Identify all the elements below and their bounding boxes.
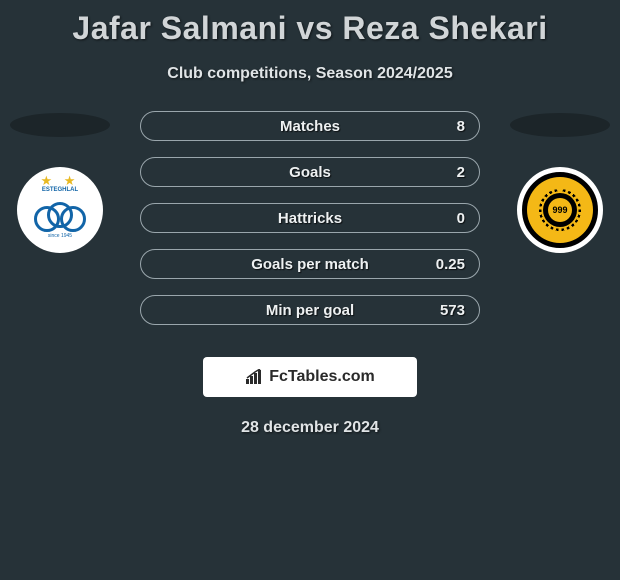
club-left-script: ESTEGHLAL — [42, 187, 78, 193]
stat-value-right: 573 — [440, 302, 465, 319]
stat-rows: Matches 8 Goals 2 Hattricks 0 Goals per … — [140, 111, 480, 341]
left-club-logo: ★ ★ ESTEGHLAL since 1945 — [17, 167, 103, 253]
stat-value-right: 0 — [457, 210, 465, 227]
page-title: Jafar Salmani vs Reza Shekari — [0, 0, 620, 47]
right-club-logo: 999 — [517, 167, 603, 253]
stat-row: Hattricks 0 — [140, 203, 480, 233]
stat-row: Goals 2 — [140, 157, 480, 187]
stat-row: Goals per match 0.25 — [140, 249, 480, 279]
shadow-ellipse — [10, 113, 110, 137]
stat-label: Matches — [280, 118, 340, 135]
chart-icon — [245, 369, 263, 385]
date-text: 28 december 2024 — [0, 419, 620, 437]
subtitle: Club competitions, Season 2024/2025 — [0, 65, 620, 83]
brand-text: FcTables.com — [269, 368, 375, 386]
stat-value-right: 8 — [457, 118, 465, 135]
right-player-column: 999 — [500, 111, 620, 253]
stats-area: ★ ★ ESTEGHLAL since 1945 999 — [0, 111, 620, 341]
stat-value-right: 0.25 — [436, 256, 465, 273]
sun-inner-text: 999 — [548, 198, 572, 222]
stat-label: Min per goal — [266, 302, 354, 319]
stat-value-right: 2 — [457, 164, 465, 181]
brand-box[interactable]: FcTables.com — [203, 357, 417, 397]
club-left-year: since 1945 — [48, 233, 72, 239]
stat-row: Min per goal 573 — [140, 295, 480, 325]
left-player-column: ★ ★ ESTEGHLAL since 1945 — [0, 111, 120, 253]
stat-label: Hattricks — [278, 210, 342, 227]
rings-icon — [34, 202, 86, 234]
stat-row: Matches 8 — [140, 111, 480, 141]
shadow-ellipse — [510, 113, 610, 137]
sun-center-icon: 999 — [543, 193, 577, 227]
stat-label: Goals — [289, 164, 331, 181]
stat-label: Goals per match — [251, 256, 369, 273]
